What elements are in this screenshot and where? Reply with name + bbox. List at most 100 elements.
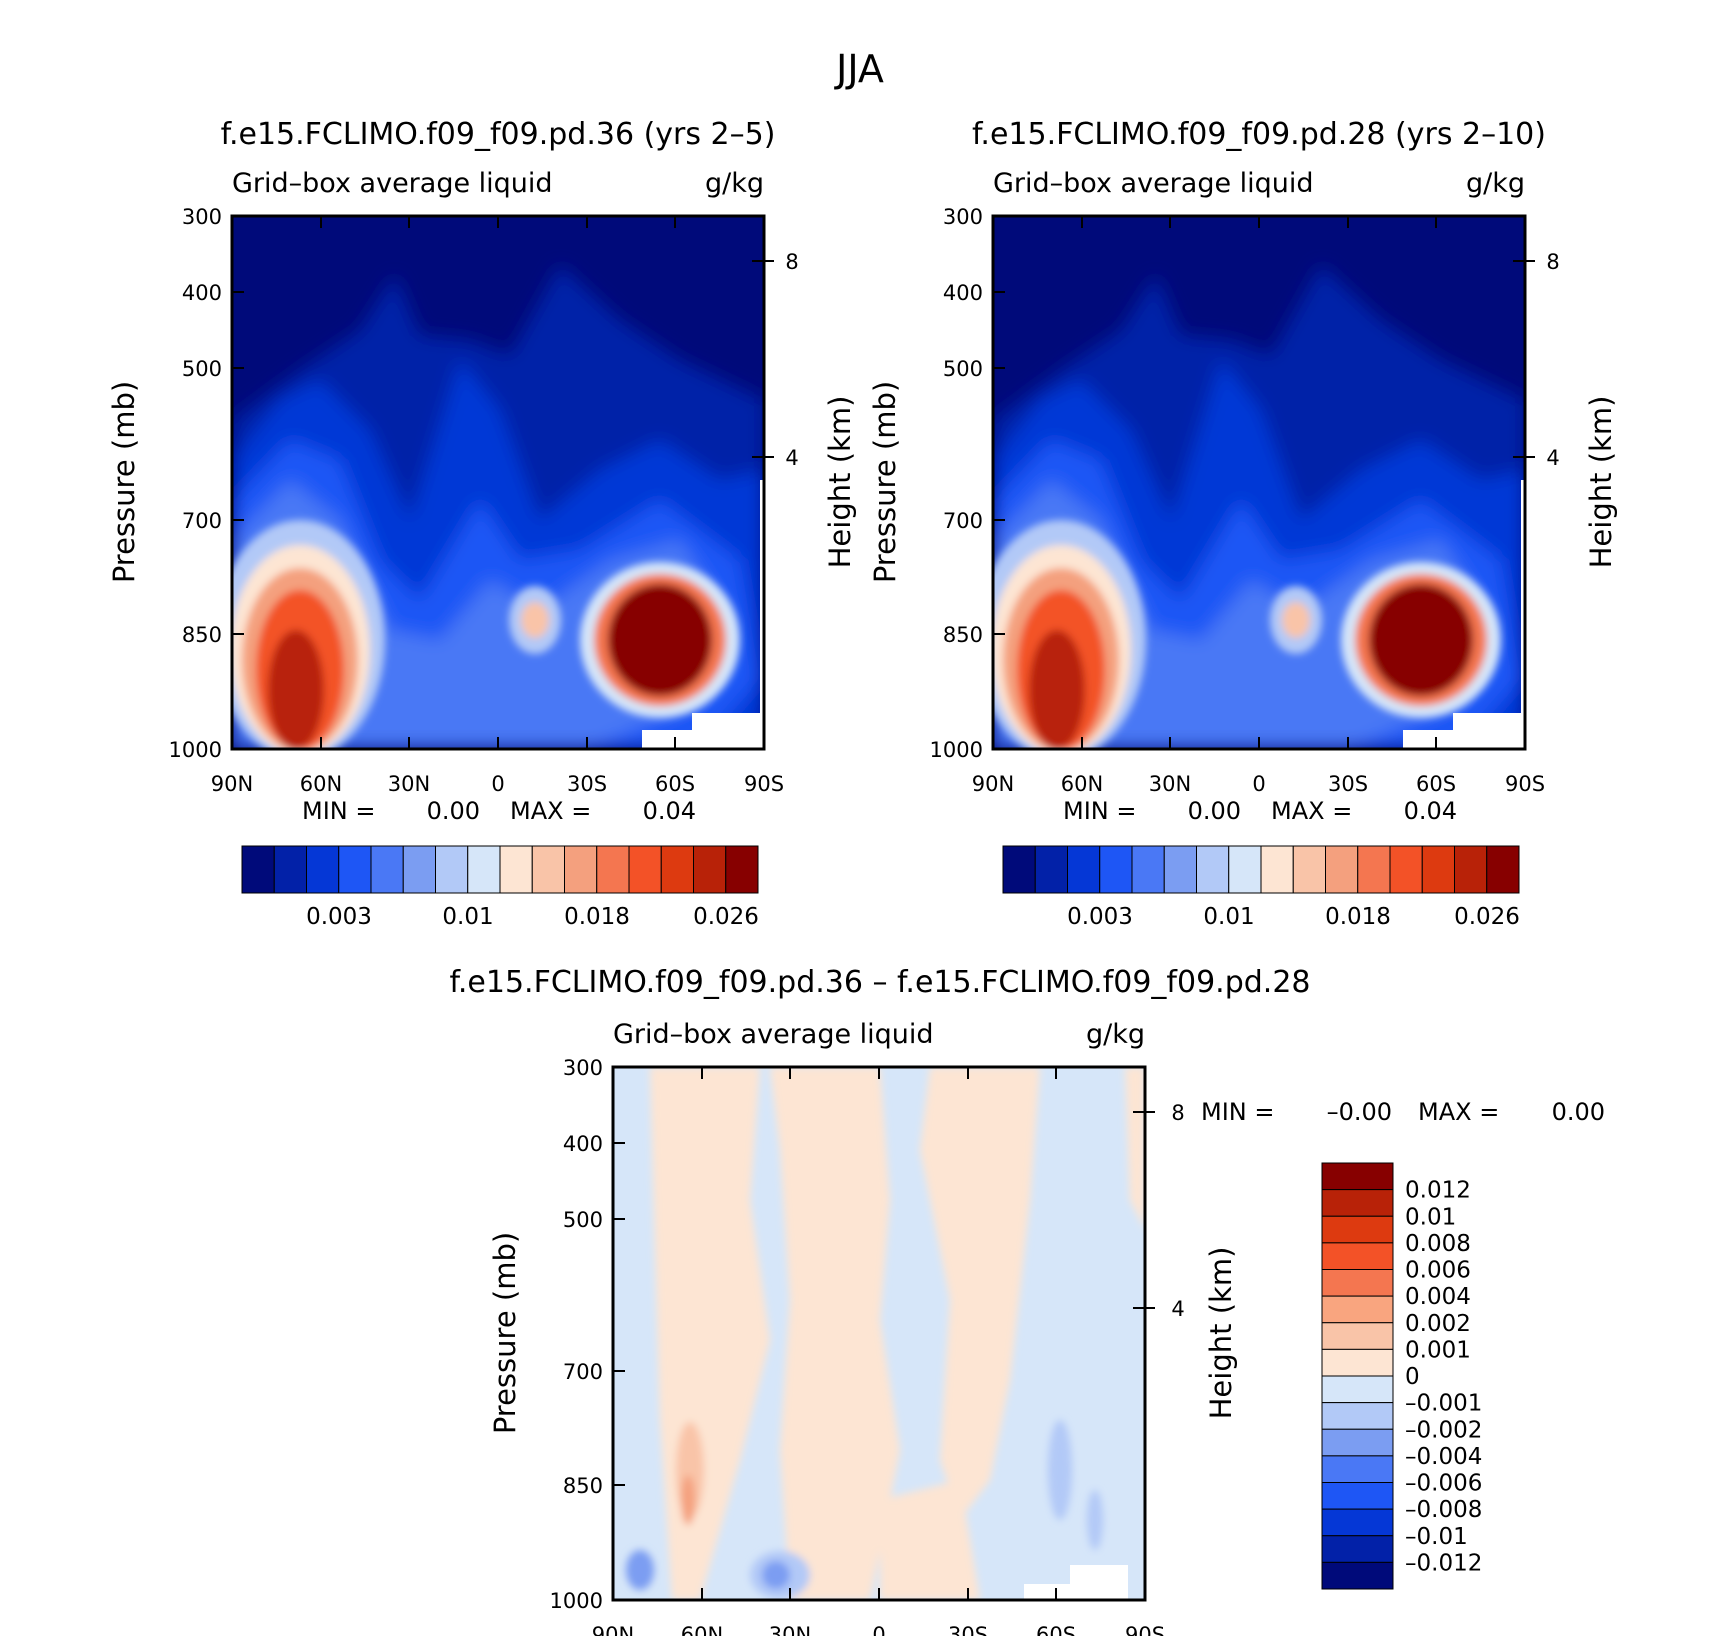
colorbar-swatch [660,845,694,894]
colorbar-label: –0.01 [1405,1524,1468,1550]
colorbar-label: 0.003 [1067,904,1133,930]
x-tick-label: 90N [592,1623,634,1636]
colorbar-label: –0.002 [1405,1417,1482,1443]
y-tick-label: 400 [563,1132,603,1156]
colorbar-label: 0.018 [1325,904,1391,930]
y-axis-label: Pressure (mb) [868,381,902,583]
right-tick-label: 4 [1171,1297,1184,1321]
colorbar-swatch [1002,845,1036,894]
colorbar-swatch [306,845,340,894]
colorbar-swatch [1034,845,1068,894]
y-tick-label: 400 [943,281,983,305]
anomaly-blob [681,1475,695,1525]
x-tick-label: 30N [388,772,430,796]
colorbar-label: 0.01 [1203,904,1254,930]
missing-data [642,480,764,749]
y-tick-label: 300 [563,1056,603,1080]
missing-data [1403,480,1525,749]
y-tick-label: 850 [943,623,983,647]
anomaly-blob [1369,584,1473,696]
x-tick-label: 60S [655,772,695,796]
colorbar-swatch [693,845,727,894]
y-tick-label: 700 [182,509,222,533]
colorbar-swatch [1321,1561,1394,1590]
right-tick-label: 8 [1171,1101,1184,1125]
units-label: g/kg [1086,1019,1145,1050]
min-label: MIN = [302,797,375,825]
y-tick-label: 1000 [169,738,222,762]
colorbar-swatch [596,845,630,894]
page-title: JJA [834,47,884,91]
colorbar-label: 0.026 [693,904,759,930]
y-tick-label: 850 [182,623,222,647]
x-tick-label: 30S [567,772,607,796]
x-tick-label: 90N [211,772,253,796]
anomaly-blob [1087,1490,1103,1550]
colorbar-label: 0.008 [1405,1231,1471,1257]
right-tick-label: 4 [785,446,798,470]
x-tick-label: 60N [300,772,342,796]
colorbar-swatch [1131,845,1165,894]
colorbar-label: 0.012 [1405,1178,1471,1204]
max-label: MAX = [510,797,591,825]
missing-data [1024,1565,1128,1600]
colorbar-swatch [1389,845,1423,894]
min-value: –0.00 [1327,1098,1392,1126]
colorbar-swatch [1321,1402,1394,1430]
colorbar-label: 0.01 [1405,1204,1456,1230]
colorbar-label: 0.01 [442,904,493,930]
min-value: 0.00 [427,797,480,825]
x-tick-label: 30S [1328,772,1368,796]
variable-label: Grid–box average liquid [993,168,1314,199]
colorbar-label: 0 [1405,1364,1420,1390]
panel-top-right: f.e15.FCLIMO.f09_f09.pd.28 (yrs 2–10) Gr… [868,117,1618,930]
colorbar-swatch [1228,845,1262,894]
colorbar-swatch [1321,1269,1394,1297]
ticks [612,1067,1155,1600]
anomaly-blob [608,584,712,696]
anomaly-blob [762,1561,790,1589]
positive-region [920,1067,1040,1520]
colorbar-label: 0.004 [1405,1284,1471,1310]
y-axis-label: Pressure (mb) [488,1232,522,1434]
colorbar-label: 0.026 [1454,904,1520,930]
y-tick-label: 300 [182,205,222,229]
anomaly-blob [268,630,324,749]
x-tick-label: 30N [769,1623,811,1636]
positive-region [770,1067,900,1600]
colorbar-swatch [1321,1295,1394,1324]
max-label: MAX = [1271,797,1352,825]
colorbar-swatch [1421,845,1455,894]
panel-bottom: f.e15.FCLIMO.f09_f09.pd.36 – f.e15.FCLIM… [449,965,1605,1636]
min-label: MIN = [1201,1098,1274,1126]
anomaly-blob [626,1550,654,1590]
y-tick-label: 700 [943,509,983,533]
right-axis-label: Height (km) [1204,1247,1238,1420]
colorbar-swatch [467,845,501,894]
x-tick-label: 60N [681,1623,723,1636]
colorbar-swatch [1321,1428,1394,1457]
positive-region [880,1480,980,1600]
colorbar-label: –0.006 [1405,1471,1482,1497]
colorbar-swatch [273,845,307,894]
colorbar-label: 0.018 [564,904,630,930]
colorbar-swatch [1067,845,1101,894]
y-tick-label: 700 [563,1360,603,1384]
colorbar-swatch [1321,1322,1394,1350]
x-tick-label: 60S [1416,772,1456,796]
y-tick-label: 1000 [550,1589,603,1613]
anomaly-blob [1048,1420,1072,1520]
colorbar-label: 0.003 [306,904,372,930]
anomaly-blob [1029,630,1085,749]
colorbar-swatch [1321,1162,1394,1191]
x-tick-label: 0 [1252,772,1265,796]
colorbar-swatch [1325,845,1359,894]
ticks [992,216,1535,749]
ticks [231,216,774,749]
colorbar [1002,845,1520,894]
colorbar-swatch [1163,845,1197,894]
y-tick-label: 500 [943,357,983,381]
colorbar-swatch [1321,1455,1394,1483]
panel-title: f.e15.FCLIMO.f09_f09.pd.36 (yrs 2–5) [221,117,776,152]
